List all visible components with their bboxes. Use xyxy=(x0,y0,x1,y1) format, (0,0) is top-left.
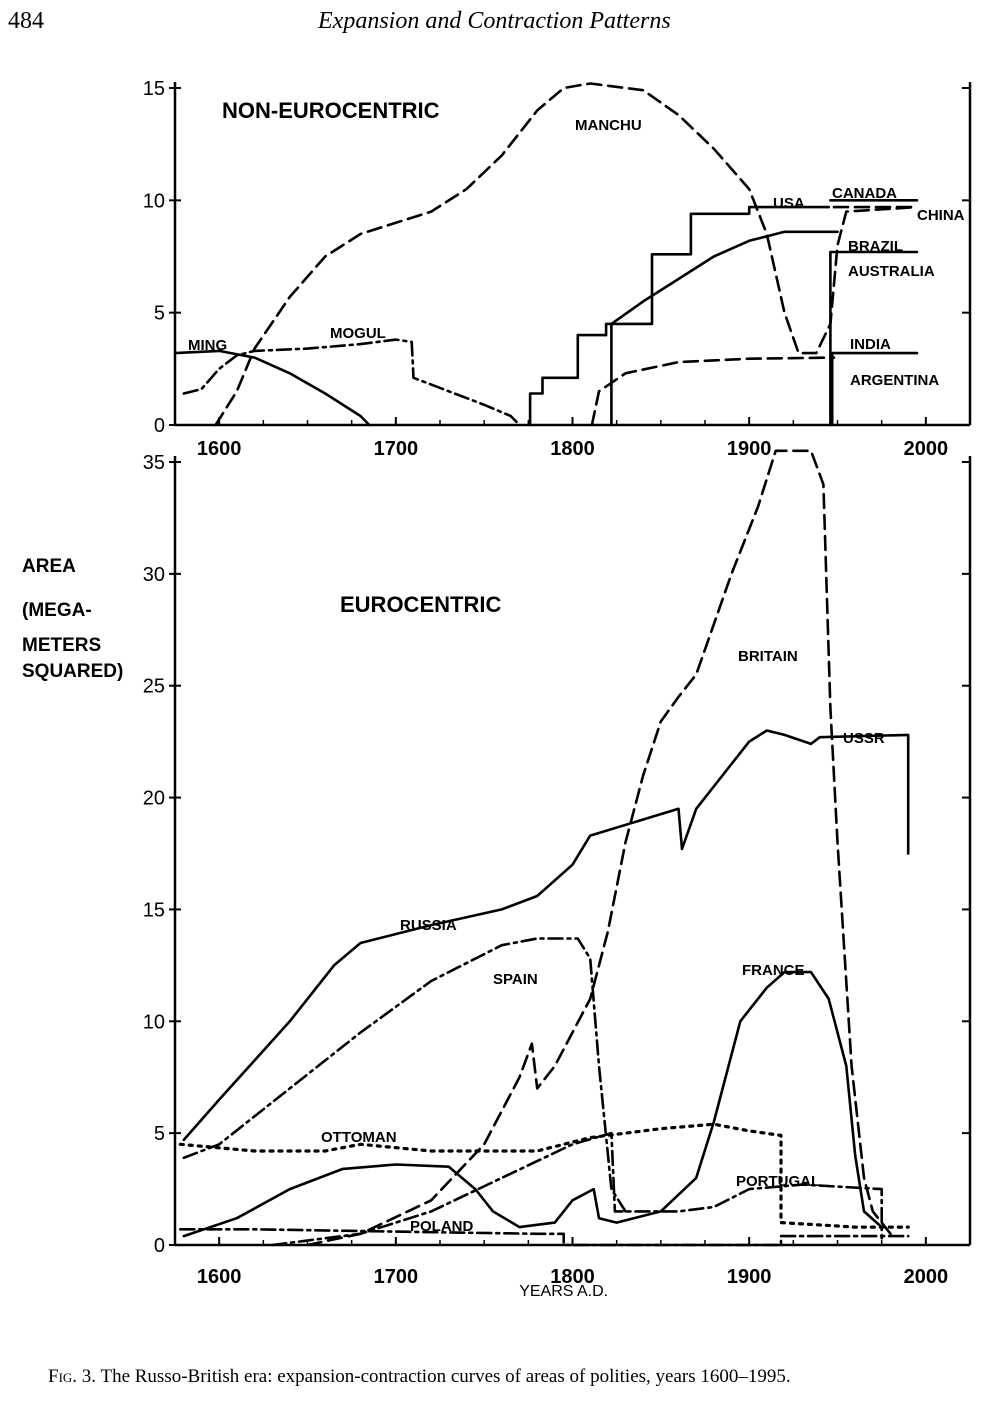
x-tick-label: 2000 xyxy=(904,1266,949,1288)
y-tick-label: 5 xyxy=(154,303,165,325)
series-portugal xyxy=(270,1131,883,1247)
series-label-ussr: USSR xyxy=(843,730,885,747)
x-tick-label: 2000 xyxy=(904,438,949,460)
running-title: Expansion and Contraction Patterns xyxy=(318,8,671,34)
x-axis-label: YEARS A.D. xyxy=(519,1283,608,1300)
y-tick-label: 35 xyxy=(143,452,165,474)
x-tick-label: 1700 xyxy=(374,1266,419,1288)
series-label-china: CHINA xyxy=(917,207,965,224)
y-tick-label: 10 xyxy=(143,1011,165,1033)
y-tick-label: 15 xyxy=(143,899,165,921)
x-tick-label: 1900 xyxy=(727,438,772,460)
y-tick-label: 0 xyxy=(154,1235,165,1257)
caption-text: The Russo-British era: expansion-contrac… xyxy=(100,1366,791,1387)
series-label-manchu: MANCHU xyxy=(575,117,642,134)
series-label-india: INDIA xyxy=(850,336,891,353)
series-manchu xyxy=(214,82,919,427)
x-tick-label: 1700 xyxy=(374,438,419,460)
y-axis-label-line: METERS xyxy=(22,635,101,656)
series-label-mogul: MOGUL xyxy=(330,325,386,342)
series-india xyxy=(830,351,919,427)
series-russia xyxy=(182,729,910,1142)
series-label-russia: RUSSIA xyxy=(400,917,457,934)
series-poland xyxy=(179,1228,910,1247)
series-ming xyxy=(173,349,371,427)
series-france xyxy=(182,970,883,1238)
panel-title: EUROCENTRIC xyxy=(340,592,501,617)
page-number: 484 xyxy=(8,8,44,34)
series-britain xyxy=(306,449,892,1247)
series-brazil xyxy=(610,230,839,427)
y-tick-label: 5 xyxy=(154,1123,165,1145)
series-label-spain: SPAIN xyxy=(493,971,538,988)
x-tick-label: 1800 xyxy=(550,438,595,460)
chart-eurocentric: 0 5 10 15 20 25 30 35 1600 1700 1800 1900 2000 EUROCE… xyxy=(22,449,972,1300)
x-tick-label: 1600 xyxy=(197,438,242,460)
chart-non-eurocentric: 0 5 10 15 1600 1700 1800 1900 2000 NON-EUROCENTRI… xyxy=(143,78,972,460)
series-label-ming: MING xyxy=(188,337,227,354)
x-tick-label: 1900 xyxy=(727,1266,772,1288)
series-spain xyxy=(182,937,627,1213)
series-australia xyxy=(829,250,919,427)
series-label-argentina: ARGENTINA xyxy=(850,372,939,389)
y-tick-label: 20 xyxy=(143,788,165,810)
series-label-australia: AUSTRALIA xyxy=(848,263,935,280)
series-label-france: FRANCE xyxy=(742,962,805,979)
x-tick-label: 1800 xyxy=(550,1266,595,1288)
y-tick-label: 10 xyxy=(143,190,165,212)
series-usa xyxy=(528,205,830,427)
series-label-ottoman: OTTOMAN xyxy=(321,1129,397,1146)
y-tick-label: 30 xyxy=(143,564,165,586)
y-tick-label: 15 xyxy=(143,78,165,100)
series-label-britain: BRITAIN xyxy=(738,648,798,665)
caption-figure-label: Fig. 3. xyxy=(48,1366,97,1387)
y-tick-label: 25 xyxy=(143,676,165,698)
series-argentina xyxy=(590,356,836,427)
y-axis-label-line: AREA xyxy=(22,556,76,577)
series-label-canada: CANADA xyxy=(832,185,897,202)
y-tick-label: 0 xyxy=(154,415,165,437)
panel-title: NON-EUROCENTRIC xyxy=(222,98,440,123)
series-mogul xyxy=(182,338,521,427)
series-label-usa: USA xyxy=(773,195,805,212)
y-axis-label-line: SQUARED) xyxy=(22,661,123,682)
series-label-portugal: PORTUGAL xyxy=(736,1173,820,1190)
x-tick-label: 1600 xyxy=(197,1266,242,1288)
series-label-poland: POLAND xyxy=(410,1218,474,1235)
series-ottoman xyxy=(178,1122,910,1229)
figure-caption: Fig. 3. The Russo-British era: expansion… xyxy=(48,1366,791,1388)
y-axis-label-line: (MEGA- xyxy=(22,600,92,621)
